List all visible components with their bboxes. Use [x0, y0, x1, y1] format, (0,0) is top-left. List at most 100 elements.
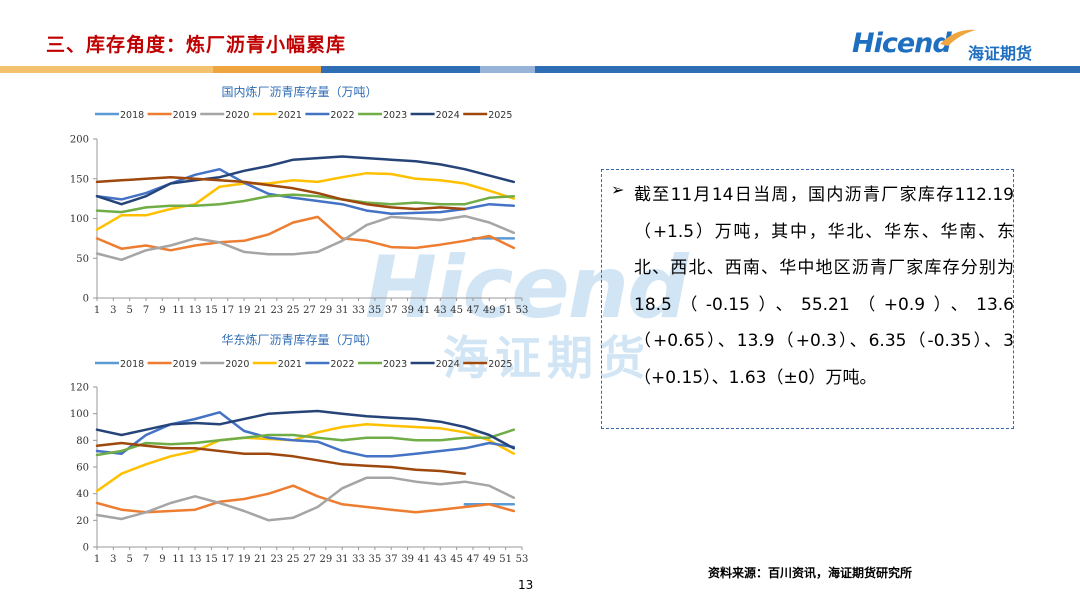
chart2-x-tick-label: 23 — [270, 554, 283, 565]
chart2-x-tick-label: 25 — [287, 554, 300, 565]
chart2-y-tick-label: 60 — [76, 463, 89, 474]
chart1-series-line-2025 — [95, 175, 467, 211]
chart1-x-tick-label: 47 — [467, 305, 480, 316]
logo-text-en: Hicend — [852, 28, 952, 59]
bullet-arrow-icon: ➢ — [611, 180, 625, 199]
chart2-x-tick-label: 33 — [352, 554, 365, 565]
chart1-x-tick-label: 39 — [401, 305, 414, 316]
header-bar-seg-1 — [0, 66, 213, 73]
chart2-x-tick-label: 39 — [401, 554, 414, 565]
chart2-y-tick-label: 20 — [76, 516, 89, 527]
chart2-x-tick-label: 41 — [418, 554, 431, 565]
chart1-x-tick-label: 15 — [205, 305, 218, 316]
chart1-x-tick-label: 11 — [172, 305, 185, 316]
chart1-y-tick-label: 150 — [70, 174, 89, 185]
chart2-x-tick-label: 17 — [221, 554, 234, 565]
chart2-x-tick-label: 5 — [127, 554, 133, 565]
chart1-x-tick-label: 33 — [352, 305, 365, 316]
chart1-x-tick-label: 53 — [516, 305, 529, 316]
header-color-bar — [0, 66, 1080, 73]
chart1-legend-label-2024: 2024 — [436, 110, 460, 121]
chart1-y-tick-label: 100 — [70, 214, 89, 225]
chart2-x-tick-label: 27 — [303, 554, 316, 565]
chart1-legend-label-2019: 2019 — [173, 110, 197, 121]
chart1-series-line-2019 — [95, 215, 516, 252]
chart1-x-tick-label: 3 — [110, 305, 116, 316]
chart1-legend-label-2021: 2021 — [278, 110, 302, 121]
company-logo: Hicend 海证期货 — [852, 26, 1057, 66]
chart2-x-tick-label: 53 — [516, 554, 529, 565]
chart2-series-line-2023 — [95, 428, 516, 457]
chart1-x-tick-label: 51 — [499, 305, 512, 316]
chart2-legend-label-2019: 2019 — [173, 359, 197, 370]
chart2-x-tick-label: 7 — [143, 554, 149, 565]
chart1-series-line-2020 — [95, 214, 516, 262]
chart2-legend-label-2018: 2018 — [120, 359, 144, 370]
chart1-x-tick-label: 27 — [303, 305, 316, 316]
chart1-y-tick-label: 200 — [70, 135, 89, 146]
chart2-series-line-2019 — [95, 484, 516, 514]
chart2-legend-label-2022: 2022 — [330, 359, 354, 370]
chart2-legend-label-2021: 2021 — [278, 359, 302, 370]
chart2-x-tick-label: 37 — [385, 554, 398, 565]
chart2-series-line-2022 — [95, 411, 516, 458]
chart2-x-tick-label: 11 — [172, 554, 185, 565]
chart2-x-tick-label: 35 — [369, 554, 382, 565]
header-bar-seg-5 — [480, 66, 535, 73]
logo-text-cn: 海证期货 — [968, 44, 1033, 63]
chart1-x-tick-label: 37 — [385, 305, 398, 316]
chart2-x-tick-label: 9 — [159, 554, 165, 565]
commentary-text: 截至11月14日当周，国内沥青厂家库存112.19（+1.5）万吨，其中，华北、… — [634, 185, 1014, 388]
chart1-title: 国内炼厂沥青库存量（万吨） — [221, 84, 377, 99]
chart2-series-line-2020 — [95, 476, 516, 522]
logo-swoosh-icon — [940, 29, 976, 46]
chart1-y-tick-label: 0 — [83, 294, 89, 305]
chart1-x-tick-label: 17 — [221, 305, 234, 316]
chart2-x-tick-label: 31 — [336, 554, 349, 565]
chart1-y-tick-label: 50 — [76, 254, 89, 265]
chart2-x-tick-label: 15 — [205, 554, 218, 565]
chart2-x-tick-label: 29 — [319, 554, 332, 565]
chart2-y-tick-label: 0 — [83, 543, 89, 554]
chart2-y-tick-label: 120 — [70, 383, 89, 394]
chart1-x-tick-label: 5 — [127, 305, 133, 316]
chart2-x-tick-label: 21 — [254, 554, 267, 565]
chart1-legend-label-2025: 2025 — [488, 110, 512, 121]
chart1-series-line-2021 — [95, 171, 516, 231]
chart1-x-tick-label: 31 — [336, 305, 349, 316]
chart2-x-tick-label: 45 — [450, 554, 463, 565]
header-bar-seg-3 — [321, 66, 480, 73]
charts-canvas: 国内炼厂沥青库存量（万吨）2018 2019 2020 2021 2022 2023 202… — [70, 84, 529, 565]
chart1-x-tick-label: 7 — [143, 305, 149, 316]
chart2-x-tick-label: 3 — [110, 554, 116, 565]
chart2-series-line-2024 — [95, 409, 516, 450]
chart1-x-tick-label: 25 — [287, 305, 300, 316]
chart1-x-tick-label: 19 — [238, 305, 251, 316]
chart1-x-tick-label: 23 — [270, 305, 283, 316]
chart2-title: 华东炼厂沥青库存量（万吨） — [221, 332, 377, 347]
chart2-x-tick-label: 47 — [467, 554, 480, 565]
chart1-x-tick-label: 49 — [483, 305, 496, 316]
chart1-legend-label-2018: 2018 — [120, 110, 144, 121]
chart1-x-tick-label: 41 — [418, 305, 431, 316]
chart2-x-tick-label: 1 — [94, 554, 100, 565]
chart1-legend-label-2022: 2022 — [330, 110, 354, 121]
chart2-y-tick-label: 40 — [76, 489, 89, 500]
chart1-x-tick-label: 45 — [450, 305, 463, 316]
chart2-legend-label-2020: 2020 — [225, 359, 249, 370]
header-bar-seg-2 — [213, 66, 321, 73]
chart1-x-tick-label: 29 — [319, 305, 332, 316]
chart1-series-line-2023 — [95, 193, 516, 214]
chart1-legend-label-2020: 2020 — [225, 110, 249, 121]
chart2-x-tick-label: 49 — [483, 554, 496, 565]
commentary-box — [601, 169, 1014, 429]
chart1-x-tick-label: 13 — [189, 305, 202, 316]
chart1-x-tick-label: 21 — [254, 305, 267, 316]
source-note: 资料来源：百川资讯，海证期货研究所 — [708, 566, 913, 580]
chart1-series-line-2024 — [95, 155, 516, 206]
chart2-series-line-2025 — [95, 441, 467, 475]
chart2-y-tick-label: 100 — [70, 409, 89, 420]
chart2-x-tick-label: 13 — [189, 554, 202, 565]
header-bar-seg-6 — [535, 66, 1080, 73]
chart1-x-tick-label: 43 — [434, 305, 447, 316]
